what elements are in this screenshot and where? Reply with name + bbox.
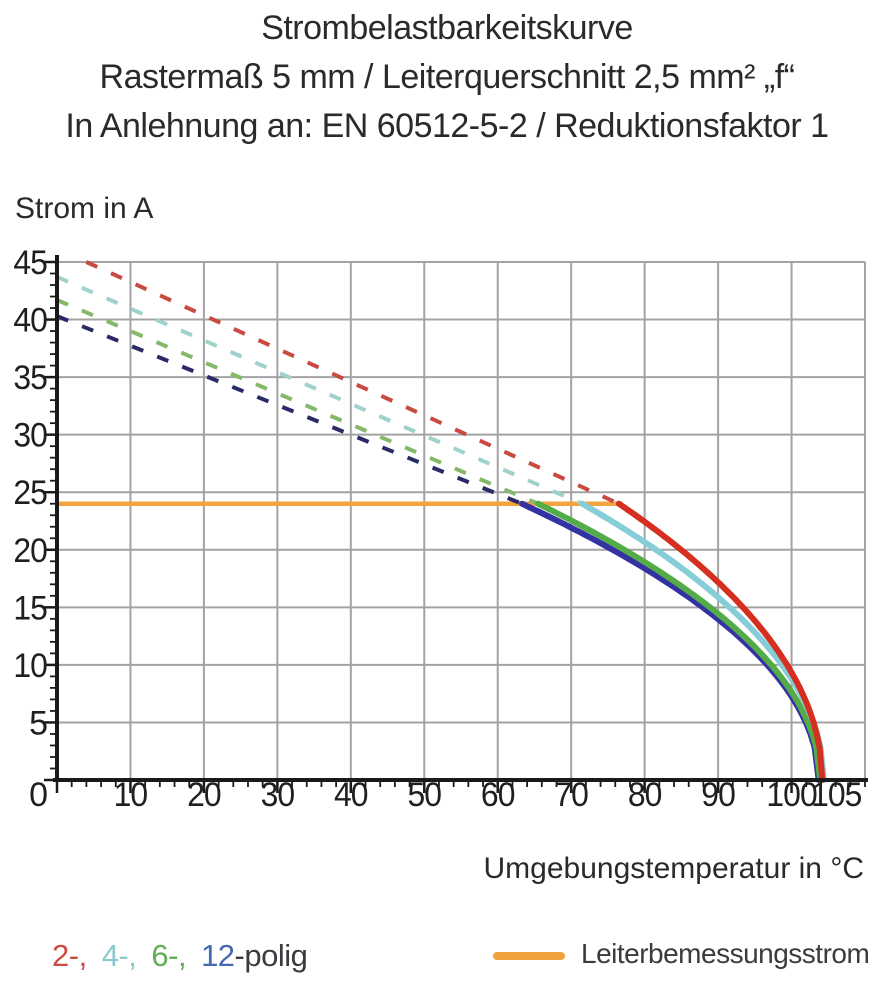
svg-text:35: 35 — [13, 359, 47, 397]
pole-legend-item: 6-, — [151, 938, 187, 973]
legend-row: 2-, 4-, 6-, 12-polig Leiterbemessungsstrom — [0, 938, 894, 988]
y-axis-title: Strom in A — [15, 192, 154, 225]
chart-title-line-2: Rastermaß 5 mm / Leiterquerschnitt 2,5 m… — [99, 58, 795, 96]
svg-text:70: 70 — [554, 776, 588, 814]
tick-labels-layer: 0 5 10 15 20 25 30 35 40 45 10 20 30 40 50 60 70 80 90 1001… — [13, 244, 862, 814]
svg-text:15: 15 — [13, 589, 47, 627]
series-solid-layer — [519, 500, 827, 783]
chart-title-block: Strombelastbarkeitskurve Rastermaß 5 mm … — [0, 4, 894, 151]
rated-current-legend: Leiterbemessungsstrom — [493, 938, 870, 970]
svg-text:40: 40 — [334, 776, 368, 814]
chart-title-line-3: In Anlehnung an: EN 60512-5-2 / Reduktio… — [65, 107, 829, 145]
svg-text:30: 30 — [261, 776, 295, 814]
pole-legend: 2-, 4-, 6-, 12-polig — [52, 938, 308, 974]
svg-text:40: 40 — [13, 302, 47, 340]
svg-text:20: 20 — [13, 532, 47, 570]
svg-text:105: 105 — [811, 776, 861, 814]
rated-current-label: Leiterbemessungsstrom — [581, 938, 870, 969]
pole-legend-item: 12 — [201, 938, 235, 973]
svg-text:10: 10 — [13, 647, 47, 685]
svg-text:5: 5 — [29, 704, 47, 742]
pole-legend-item: 4-, — [101, 938, 137, 973]
svg-text:45: 45 — [13, 244, 47, 282]
svg-text:90: 90 — [701, 776, 735, 814]
pole-legend-item: 2-, — [52, 938, 87, 973]
grid-layer — [57, 261, 866, 780]
svg-text:30: 30 — [13, 417, 47, 455]
series-dashed-layer — [56, 260, 620, 506]
svg-text:25: 25 — [13, 474, 47, 512]
axes-layer — [44, 255, 868, 793]
svg-text:60: 60 — [481, 776, 515, 814]
x-axis-title: Umgebungstemperatur in °C — [483, 852, 864, 885]
svg-text:10: 10 — [114, 776, 148, 814]
rated-current-swatch — [493, 952, 565, 960]
svg-text:20: 20 — [187, 776, 221, 814]
svg-text:50: 50 — [407, 776, 441, 814]
pole-legend-suffix: -polig — [234, 938, 308, 973]
chart-title-line-1: Strombelastbarkeitskurve — [261, 9, 633, 47]
svg-text:0: 0 — [29, 776, 47, 814]
svg-text:100: 100 — [766, 776, 816, 814]
svg-text:80: 80 — [628, 776, 662, 814]
